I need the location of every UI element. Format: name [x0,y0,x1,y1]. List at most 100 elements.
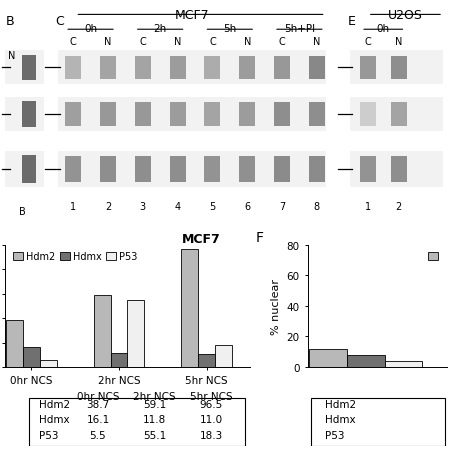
Bar [390,157,406,182]
Bar [204,103,220,126]
Text: N: N [313,37,320,46]
Text: C: C [364,37,370,46]
Text: 0h: 0h [84,24,97,34]
Bar [6,320,23,367]
Bar [93,295,110,367]
Text: Hdm2: Hdm2 [324,399,355,409]
Text: 5hr NCS: 5hr NCS [189,391,232,401]
Text: 55.1: 55.1 [143,430,166,440]
Text: N: N [243,37,250,46]
Legend:  [423,248,449,265]
Bar [273,103,290,126]
Bar [58,152,325,188]
Text: 7: 7 [278,202,285,212]
Text: 2h: 2h [153,24,166,34]
Bar [100,103,116,126]
Bar [349,51,442,85]
Text: C: C [69,37,76,46]
Text: U2OS: U2OS [387,9,422,22]
Bar [181,249,198,367]
Text: 16.1: 16.1 [86,414,109,424]
Bar [273,157,290,182]
Text: 5h+PI: 5h+PI [283,24,314,34]
Bar [239,157,255,182]
Bar [65,103,81,126]
Bar [5,51,44,85]
Text: Hdmx: Hdmx [39,414,69,424]
Bar [346,355,384,367]
Text: 8: 8 [313,202,319,212]
Text: C: C [139,37,146,46]
Bar [204,157,220,182]
Text: N: N [104,37,111,46]
Text: P53: P53 [324,430,344,440]
Text: N: N [394,37,401,46]
Text: C: C [208,37,215,46]
Bar [359,157,375,182]
Text: 96.5: 96.5 [199,399,222,409]
Bar [384,361,421,367]
Bar [308,103,324,126]
Text: Hdmx: Hdmx [324,414,355,424]
Text: MCF7: MCF7 [174,9,208,22]
Bar [349,152,442,188]
Text: 1: 1 [70,202,76,212]
Text: 0hr NCS: 0hr NCS [77,391,119,401]
Text: 2hr NCS: 2hr NCS [133,391,175,401]
Bar [100,56,116,80]
Text: F: F [255,230,262,244]
Bar [239,103,255,126]
Bar [5,152,44,188]
Bar [100,157,116,182]
Bar [169,103,185,126]
Text: P53: P53 [39,430,58,440]
Text: 11.0: 11.0 [199,414,222,424]
Text: 0h: 0h [376,24,389,34]
Text: Hdm2: Hdm2 [39,399,70,409]
Bar [58,51,325,85]
Bar [40,360,56,367]
Legend: Hdm2, Hdmx, P53: Hdm2, Hdmx, P53 [9,248,141,265]
Text: 38.7: 38.7 [86,399,109,409]
Text: C: C [55,15,64,28]
Bar [5,98,44,132]
Bar [359,56,375,80]
Bar [22,156,36,184]
Text: E: E [347,15,355,28]
Text: 1: 1 [364,202,370,212]
Text: B: B [6,15,14,28]
Text: N: N [174,37,181,46]
Bar [169,56,185,80]
Bar [127,300,144,367]
Bar [65,157,81,182]
Bar [349,98,442,132]
Bar [134,56,151,80]
Text: 2: 2 [105,202,111,212]
Bar [273,56,290,80]
Bar [239,56,255,80]
Text: 5h: 5h [223,24,236,34]
Bar [390,56,406,80]
Bar [204,56,220,80]
Bar [23,348,40,367]
Bar [390,103,406,126]
Bar [309,349,346,367]
Bar [198,354,215,367]
Bar [22,55,36,81]
Bar [215,345,231,367]
FancyBboxPatch shape [29,398,245,446]
Bar [134,157,151,182]
Bar [134,103,151,126]
Text: B: B [19,206,26,216]
Y-axis label: % nuclear: % nuclear [271,278,281,334]
Text: C: C [278,37,285,46]
Text: 6: 6 [244,202,250,212]
Bar [110,353,127,367]
Text: 18.3: 18.3 [199,430,222,440]
Text: 3: 3 [139,202,146,212]
Text: 59.1: 59.1 [143,399,166,409]
Text: 2: 2 [395,202,401,212]
Text: 11.8: 11.8 [143,414,166,424]
Title: MCF7: MCF7 [181,232,220,245]
Bar [308,56,324,80]
